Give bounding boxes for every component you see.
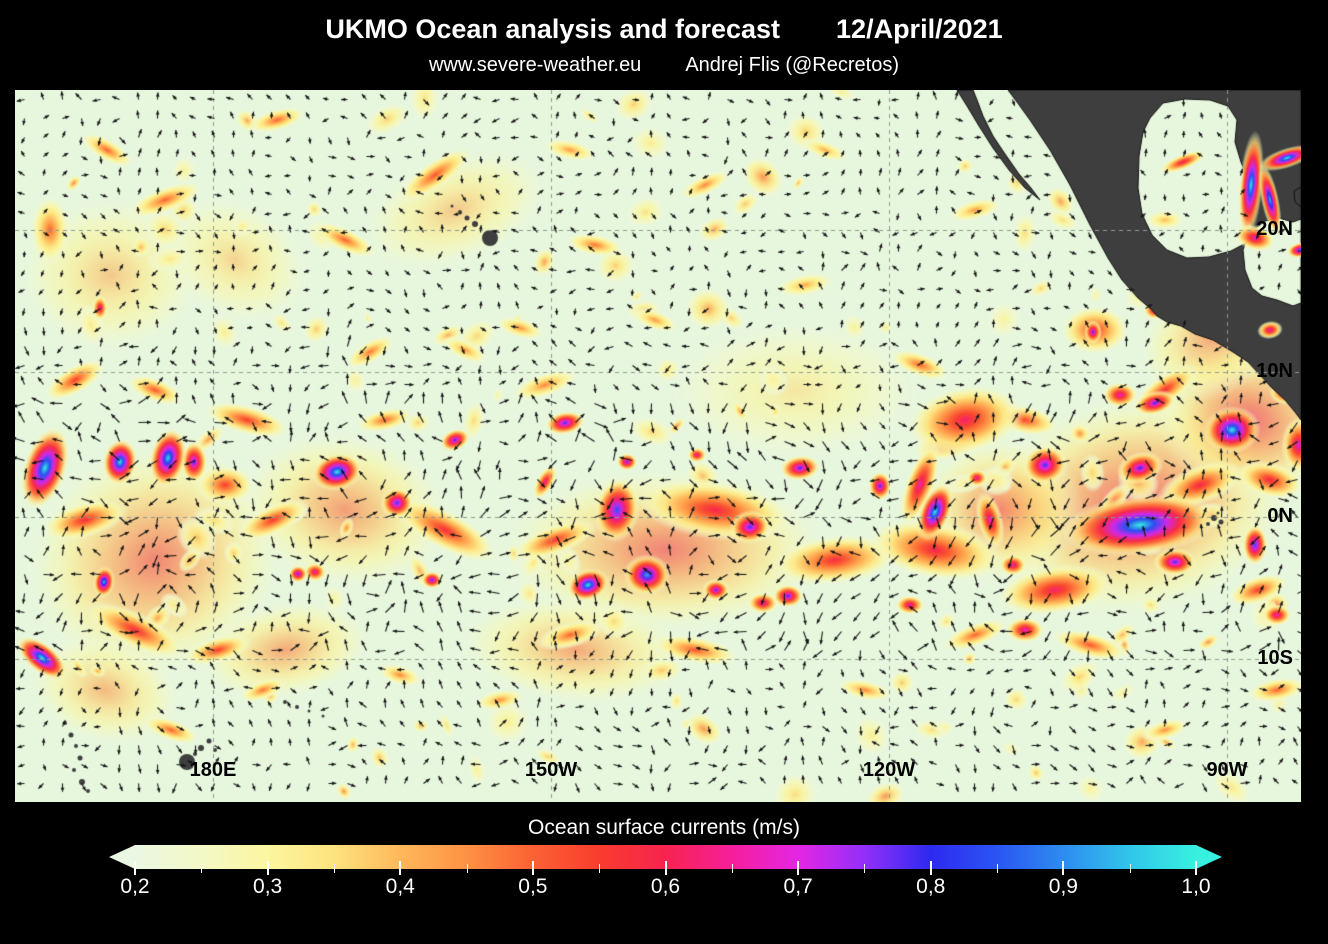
colorbar-minor-tick <box>466 864 468 873</box>
page-title: UKMO Ocean analysis and forecast <box>325 14 781 44</box>
lat-label-10n: 10N <box>1256 360 1293 382</box>
colorbar-tick-label: 0,9 <box>1048 875 1078 898</box>
lat-label-20n: 20N <box>1256 218 1293 240</box>
colorbar-minor-tick <box>201 864 203 873</box>
current-field-canvas <box>15 90 1301 802</box>
colorbar-tick-label: 0,5 <box>518 875 548 898</box>
title-row: UKMO Ocean analysis and forecast 12/Apri… <box>0 14 1328 45</box>
colorbar-tick-label: 0,7 <box>783 875 813 898</box>
colorbar-tick <box>134 861 136 875</box>
colorbar-tick <box>1195 861 1197 875</box>
site-credit: www.severe-weather.eu <box>428 54 642 76</box>
subtitle-row: www.severe-weather.eu Andrej Flis (@Recr… <box>0 54 1328 77</box>
colorbar-tick <box>266 861 269 875</box>
colorbar-tick-label: 0,3 <box>253 875 283 898</box>
colorbar-gradient <box>135 845 1196 869</box>
author-credit: Andrej Flis (@Recretos) <box>685 54 899 76</box>
colorbar-right-arrow <box>1196 845 1222 869</box>
lat-label-10s: 10S <box>1257 647 1293 669</box>
colorbar-tick <box>664 861 667 875</box>
colorbar-left-arrow <box>109 845 135 869</box>
colorbar-minor-tick <box>997 864 999 873</box>
colorbar-tick <box>929 861 932 875</box>
lat-label-0n: 0N <box>1267 505 1293 527</box>
page-date: 12/April/2021 <box>836 14 1003 44</box>
colorbar-tick-label: 1,0 <box>1181 875 1211 898</box>
lon-label-90w: 90W <box>1206 759 1248 781</box>
colorbar-minor-tick <box>864 864 866 873</box>
ocean-current-map: 20N 10N 0N 10S 180E 150W 120W 90W <box>15 90 1301 802</box>
colorbar-tick <box>1062 861 1065 875</box>
lon-label-180e: 180E <box>189 759 237 781</box>
colorbar-tick <box>797 861 800 875</box>
colorbar-tick <box>399 861 402 875</box>
colorbar-minor-tick <box>333 864 335 873</box>
colorbar-minor-tick <box>731 864 733 873</box>
colorbar-tick-label: 0,4 <box>385 875 415 898</box>
colorbar-tick <box>531 861 534 875</box>
colorbar-minor-tick <box>1129 864 1131 873</box>
colorbar-tick-label: 0,6 <box>650 875 681 898</box>
lon-label-120w: 120W <box>862 759 916 781</box>
colorbar-minor-tick <box>599 864 601 873</box>
colorbar-tick-label: 0,2 <box>120 875 150 898</box>
lon-label-150w: 150W <box>524 759 578 781</box>
colorbar-title: Ocean surface currents (m/s) <box>528 816 800 839</box>
colorbar-tick-label: 0,8 <box>916 875 946 898</box>
